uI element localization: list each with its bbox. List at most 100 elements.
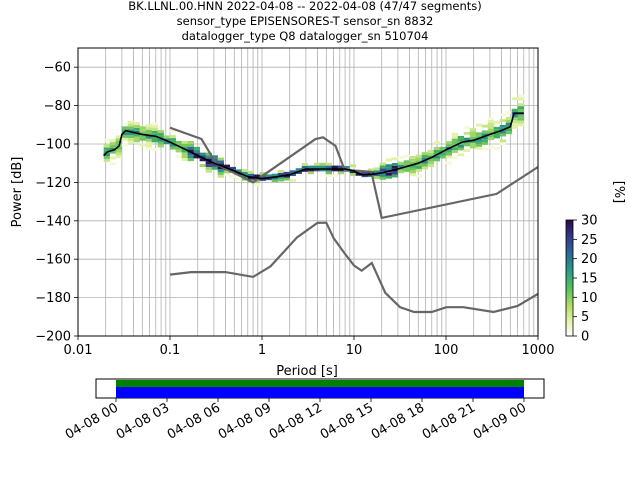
psd-density-cell	[451, 138, 459, 142]
psd-density-cell	[181, 155, 188, 159]
psd-density-cell	[217, 160, 224, 164]
psd-density-cell	[217, 174, 224, 178]
psd-density-cell	[487, 128, 495, 132]
psd-density-cell	[421, 163, 429, 167]
psd-density-cell	[511, 126, 519, 129]
psd-density-cell	[469, 128, 477, 132]
psd-density-cell	[109, 147, 116, 151]
psd-density-cell	[109, 139, 116, 143]
psd-density-cell	[187, 146, 194, 150]
psd-density-cell	[127, 138, 134, 141]
psd-density-cell	[193, 152, 200, 156]
psd-density-cell	[439, 152, 447, 156]
psd-density-cell	[163, 135, 170, 139]
psd-density-cell	[211, 166, 218, 170]
y-tick-label: −140	[35, 214, 71, 229]
psd-density-cell	[517, 97, 525, 101]
low-noise-model-line	[169, 221, 538, 314]
psd-density-cell	[151, 130, 158, 134]
psd-density-cell	[115, 146, 122, 150]
psd-density-cell	[481, 133, 489, 137]
psd-density-cell	[403, 154, 411, 158]
psd-density-cell	[463, 126, 471, 130]
psd-density-cell	[427, 149, 435, 153]
x-tick-label: 0.1	[160, 343, 181, 358]
psd-density-cell	[493, 129, 501, 133]
title-line-2: sensor_type EPISENSORES-T sensor_sn 8832	[177, 14, 434, 28]
x-tick-label: 10	[346, 343, 363, 358]
psd-density-cell	[151, 136, 158, 140]
psd-density-cell	[157, 141, 164, 145]
psd-density-cell	[517, 114, 525, 118]
psd-density-cell	[325, 168, 333, 172]
psd-density-cell	[505, 116, 513, 120]
psd-density-cell	[427, 152, 435, 156]
psd-density-cell	[181, 149, 188, 153]
psd-density-cell	[271, 176, 278, 180]
psd-density-cell	[301, 163, 308, 167]
psd-density-cell	[235, 172, 242, 176]
psd-density-cell	[301, 166, 308, 169]
psd-density-cell	[259, 172, 266, 176]
psd-density-cell	[139, 137, 146, 141]
psd-density-cell	[289, 178, 296, 182]
psd-density-cell	[499, 119, 507, 123]
psd-density-cell	[307, 171, 314, 175]
psd-density-cell	[421, 166, 429, 170]
x-axis-label: Period [s]	[276, 364, 338, 379]
psd-density-cell	[409, 158, 417, 162]
psd-density-cell	[127, 140, 134, 144]
time-tick-label: 04-08 09	[216, 400, 274, 442]
psd-density-cell	[325, 174, 333, 178]
psd-density-cell	[427, 164, 435, 168]
psd-density-cell	[505, 119, 513, 123]
psd-density-cell	[145, 130, 152, 133]
psd-density-cell	[457, 147, 465, 151]
psd-density-cell	[475, 132, 483, 136]
psd-density-cell	[121, 143, 128, 147]
psd-density-cell	[253, 174, 260, 178]
psd-density-cell	[319, 168, 327, 172]
psd-density-cell	[403, 168, 411, 172]
psd-density-cell	[175, 143, 182, 147]
psd-density-cell	[379, 168, 387, 172]
psd-density-cell	[253, 183, 260, 187]
psd-density-cell	[493, 135, 501, 139]
psd-density-cell	[133, 125, 140, 128]
psd-density-cell	[193, 149, 200, 153]
psd-density-cell	[343, 165, 351, 169]
psd-density-cell	[379, 162, 387, 166]
psd-density-cell	[385, 167, 393, 170]
psd-density-cell	[211, 163, 218, 167]
psd-density-cell	[283, 171, 290, 175]
psd-density-cell	[169, 129, 176, 133]
psd-density-cell	[199, 155, 206, 159]
psd-density-cell	[307, 165, 314, 169]
psd-density-cell	[421, 160, 429, 164]
psd-density-cell	[445, 152, 453, 156]
psd-density-cell	[145, 138, 152, 142]
psd-density-cell	[385, 164, 393, 168]
colorbar-tick-label: 0	[581, 330, 589, 345]
psd-density-cell	[367, 174, 375, 178]
psd-density-cell	[229, 175, 236, 179]
psd-density-cell	[139, 143, 146, 147]
psd-plot-area: 0.01 0.1 1 10 100 1000 −200 −180 −160 −140 −120 −1…	[10, 47, 555, 379]
psd-density-cell	[175, 146, 182, 150]
psd-density-cell	[457, 138, 465, 142]
psd-density-cell	[517, 117, 525, 121]
psd-density-cell	[397, 164, 405, 168]
psd-density-cell	[139, 129, 146, 133]
psd-density-cell	[109, 142, 116, 146]
psd-density-cell	[109, 145, 116, 148]
psd-density-cell	[469, 145, 477, 149]
psd-density-cell	[127, 126, 134, 130]
psd-density-cell	[145, 147, 152, 151]
psd-density-cell	[133, 122, 140, 126]
psd-density-cell	[151, 133, 158, 137]
psd-density-cell	[145, 141, 152, 145]
psd-density-cell	[121, 134, 128, 138]
psd-density-cell	[499, 139, 507, 143]
psd-density-cell	[379, 165, 387, 169]
time-tick-label: 04-08 06	[165, 400, 223, 442]
